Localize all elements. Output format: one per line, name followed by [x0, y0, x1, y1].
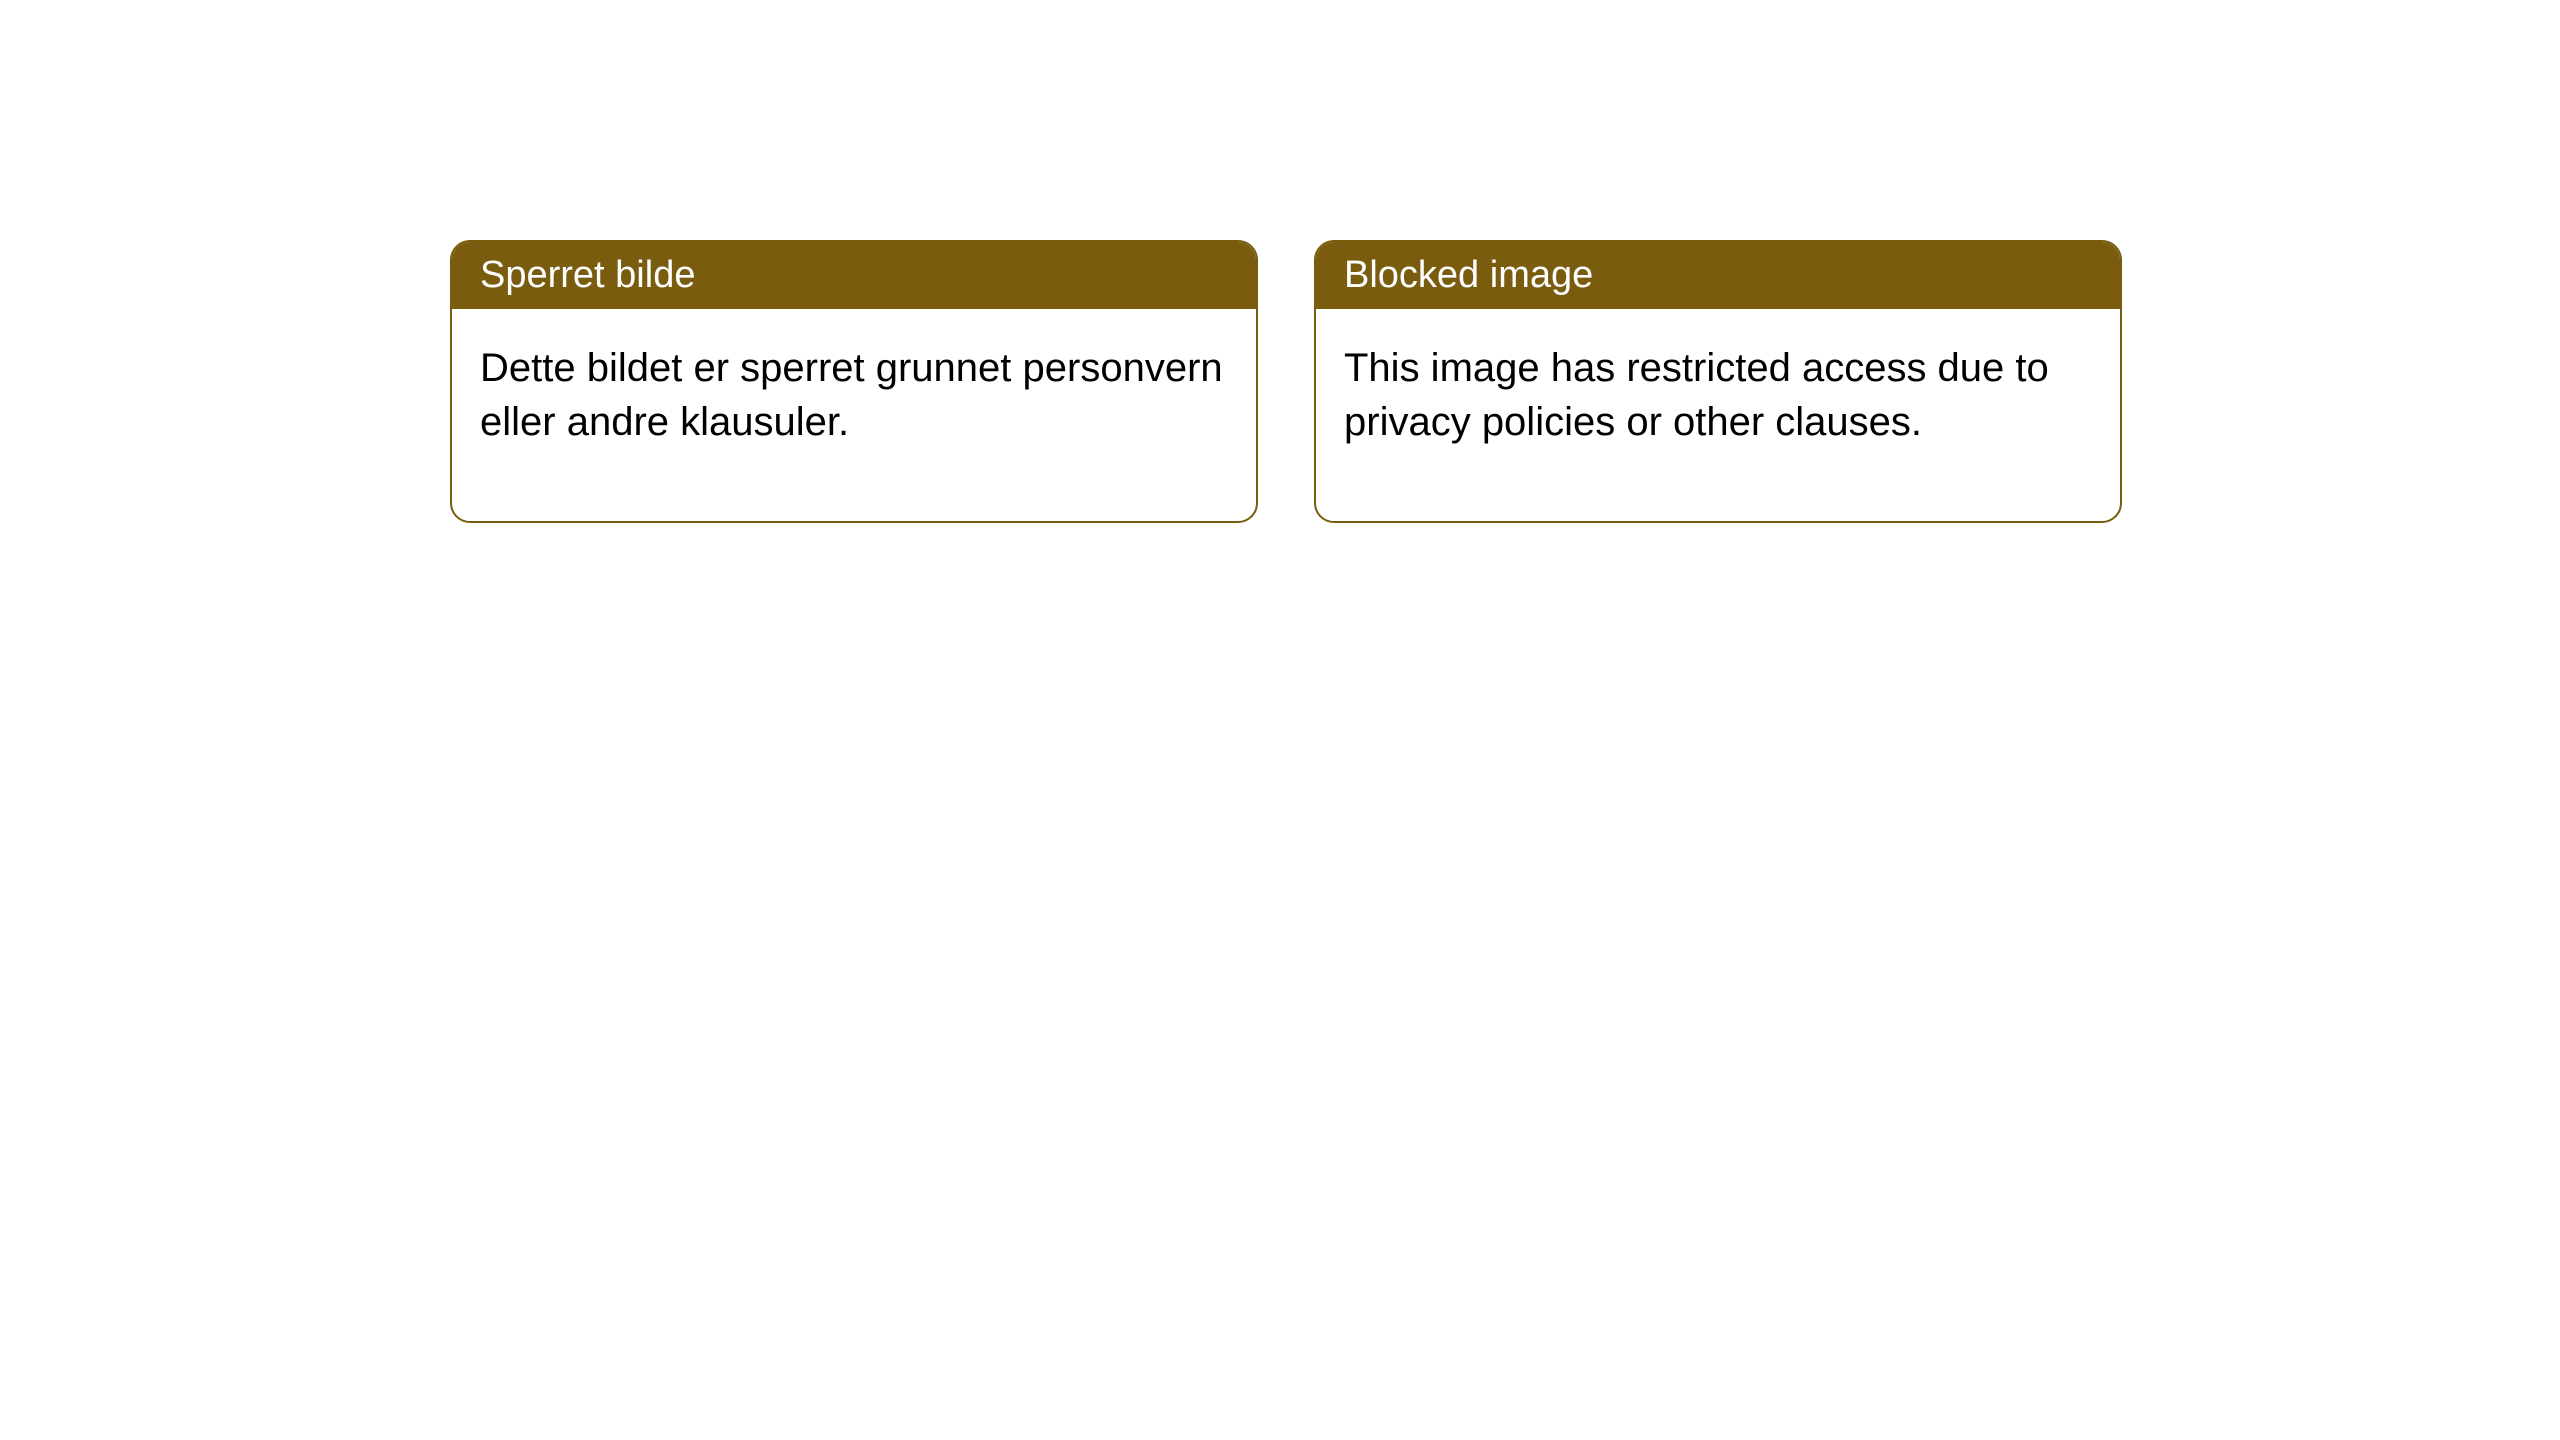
card-body-en: This image has restricted access due to … [1316, 309, 2120, 521]
blocked-image-card-en: Blocked image This image has restricted … [1314, 240, 2122, 523]
card-body-no: Dette bildet er sperret grunnet personve… [452, 309, 1256, 521]
blocked-image-card-no: Sperret bilde Dette bildet er sperret gr… [450, 240, 1258, 523]
notice-container: Sperret bilde Dette bildet er sperret gr… [0, 0, 2560, 523]
card-header-en: Blocked image [1316, 242, 2120, 309]
card-header-no: Sperret bilde [452, 242, 1256, 309]
